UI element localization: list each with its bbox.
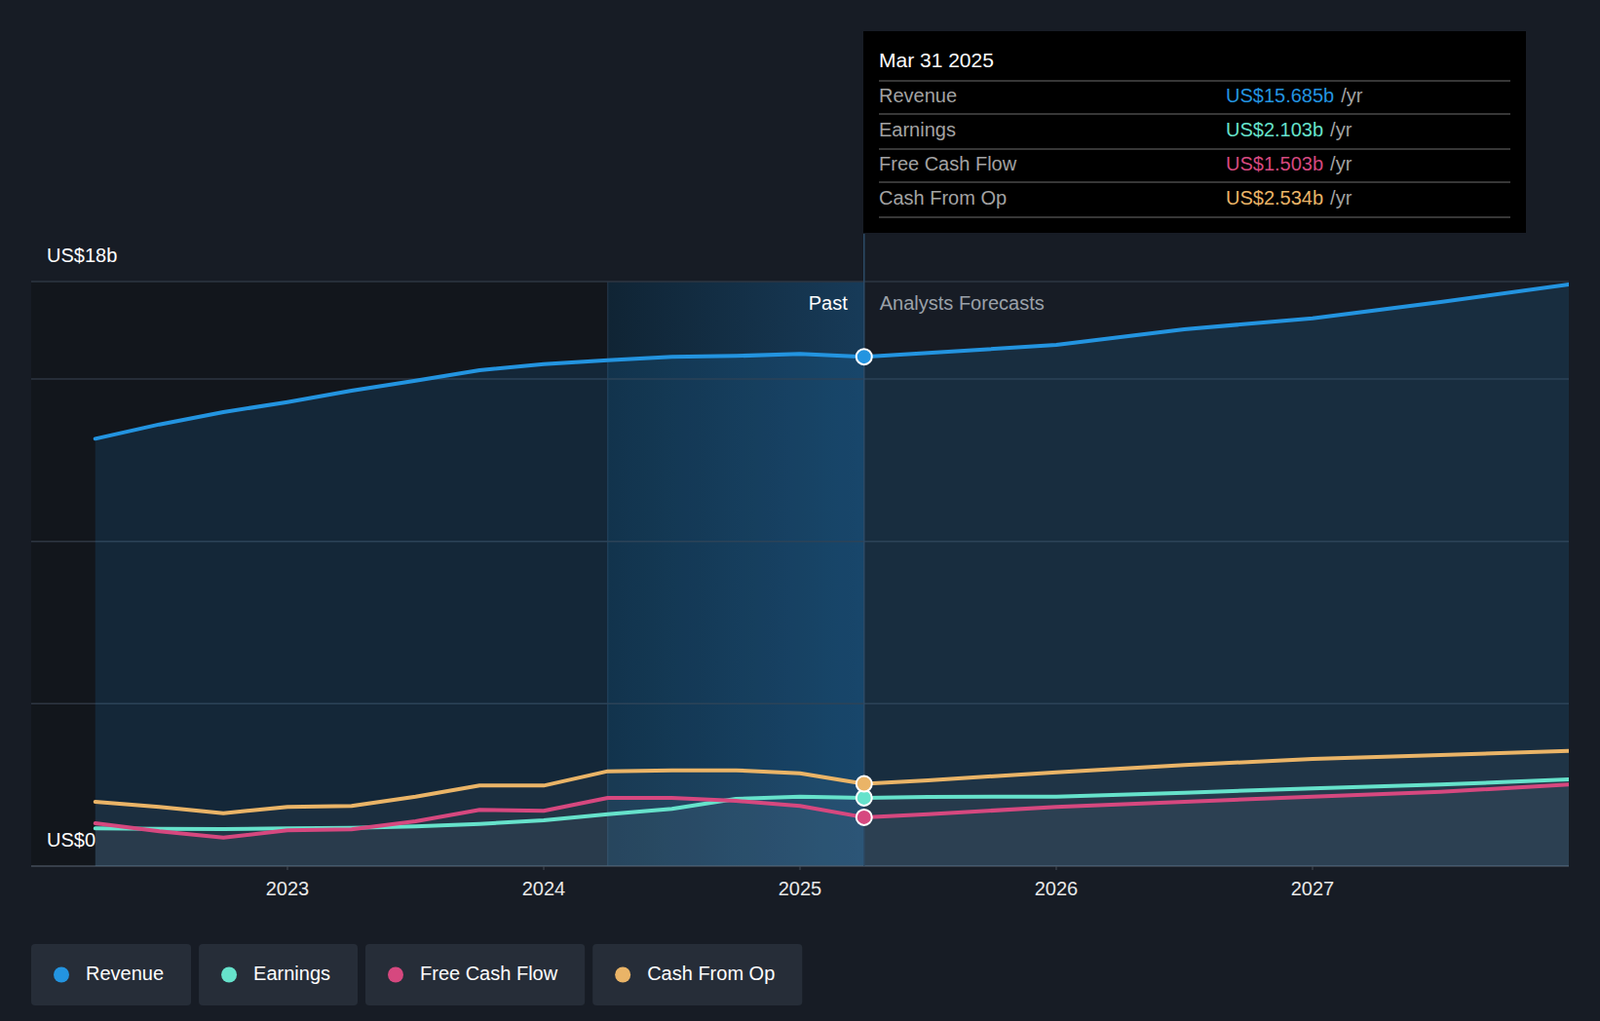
legend-box <box>198 944 358 1006</box>
tooltip: Mar 31 2025 Revenue US$15.685b/yr Earnings U… <box>863 31 1526 233</box>
x-tick <box>800 866 801 871</box>
x-tick-label: 2025 <box>778 877 823 900</box>
forecast-label: Analysts Forecasts <box>879 292 1045 314</box>
legend-label: Free Cash Flow <box>419 962 559 985</box>
tooltip-value: US$15.685b <box>1225 84 1334 107</box>
divider <box>863 233 866 867</box>
legend-dot <box>221 967 237 984</box>
tooltip-name: Cash From Op <box>878 187 1007 209</box>
x-tick <box>1056 866 1058 871</box>
past-label: Past <box>808 292 848 314</box>
line <box>95 784 1569 838</box>
legend-item: Cash From Op <box>592 944 802 1006</box>
x-tick-label: 2023 <box>266 877 310 900</box>
tooltip-name: Revenue <box>878 84 957 107</box>
legend-box <box>592 944 802 1006</box>
legend-label: Cash From Op <box>647 962 775 985</box>
x-tick-label: 2027 <box>1291 877 1335 900</box>
x-tick <box>543 866 545 871</box>
tooltip-separator <box>878 148 1511 151</box>
legend-dot <box>614 967 631 984</box>
x-tick-label: 2024 <box>522 877 567 900</box>
x-tick-label: 2026 <box>1034 877 1079 900</box>
plot <box>95 284 1569 867</box>
y-tick-label: US$0 <box>46 829 96 851</box>
tooltip-unit: /yr <box>1330 187 1353 209</box>
tooltip-unit: /yr <box>1340 84 1364 107</box>
point-marker <box>856 809 873 826</box>
line <box>95 779 1569 830</box>
tooltip-box <box>863 31 1526 233</box>
legend-box <box>31 944 191 1006</box>
x-tick <box>287 866 289 871</box>
legend-item: Revenue <box>31 944 191 1006</box>
legend-box <box>365 944 585 1006</box>
tooltip-title: Mar 31 2025 <box>878 48 994 72</box>
tooltip-separator <box>878 113 1511 115</box>
point-marker <box>856 776 873 793</box>
background <box>0 0 1600 1021</box>
legend-item: Free Cash Flow <box>365 944 585 1006</box>
legend-dot <box>53 967 70 984</box>
x-tick <box>1312 866 1314 871</box>
tooltip-value: US$2.103b <box>1225 118 1324 141</box>
tooltip-separator <box>878 181 1511 184</box>
tooltip-value: US$2.534b <box>1225 187 1324 209</box>
tooltip-value: US$1.503b <box>1225 152 1324 175</box>
legend: Revenue Earnings Free Cash Flow Cash From O… <box>31 944 802 1006</box>
area <box>95 751 1569 867</box>
area <box>95 284 1569 867</box>
line <box>95 751 1569 814</box>
tooltip-unit: /yr <box>1330 118 1353 141</box>
legend-label: Earnings <box>253 962 331 985</box>
legend-label: Revenue <box>85 962 164 985</box>
markers <box>856 348 873 826</box>
y-tick-label: US$18b <box>46 244 117 267</box>
tooltip-separator <box>878 216 1511 219</box>
legend-item: Earnings <box>198 944 358 1006</box>
point-marker <box>856 348 873 365</box>
tooltip-unit: /yr <box>1330 152 1353 175</box>
tooltip-name: Earnings <box>878 118 956 141</box>
chart: US$0 US$18b 2023 2024 2025 2026 2027 Past Analys… <box>0 0 1600 1021</box>
legend-dot <box>387 967 404 984</box>
grid-line <box>31 280 1569 283</box>
tooltip-name: Free Cash Flow <box>878 152 1018 175</box>
line <box>95 284 1569 439</box>
tooltip-separator <box>878 79 1511 82</box>
